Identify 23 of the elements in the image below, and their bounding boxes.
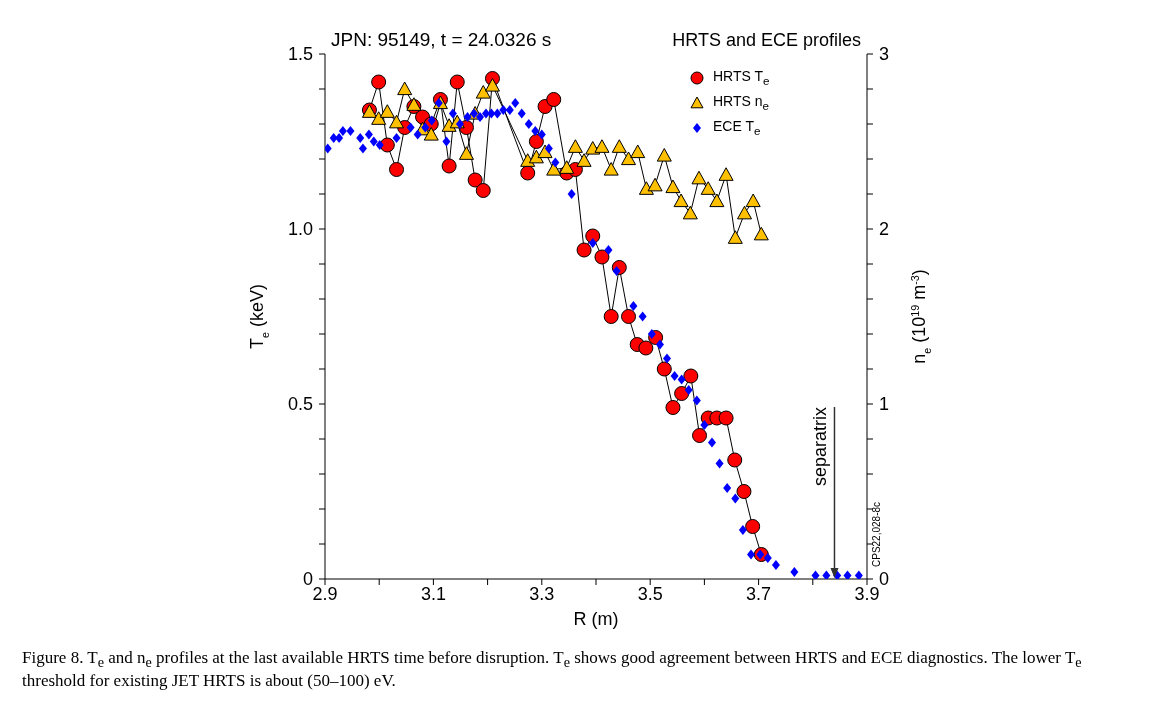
text: CPS22,028-8c xyxy=(871,501,882,567)
legend-label: ECE T$_{e}$ xyxy=(713,116,761,139)
legend-label: HRTS T$_{e}$ xyxy=(713,67,770,89)
y2-tick-label: 1 xyxy=(879,394,890,415)
y-tick-label: 0 xyxy=(302,569,313,590)
x-axis-title: R (m) xyxy=(573,609,619,629)
annotation: separatrix xyxy=(810,407,831,487)
y2-tick-label: 2 xyxy=(879,219,890,240)
x-tick-label: 3.3 xyxy=(529,583,555,604)
x-tick-label: 3.5 xyxy=(637,583,663,604)
y-tick-label: 1.0 xyxy=(287,219,313,240)
chart-subtitle: HRTS and ECE profiles xyxy=(672,30,861,50)
legend-label: HRTS n$_{e}$ xyxy=(713,91,770,114)
chart-title: JPN: 95149, t = 24.0326 s xyxy=(331,29,552,50)
y-tick-label: 1.5 xyxy=(287,44,313,65)
y2-tick-label: 3 xyxy=(879,44,890,65)
y-tick-label: 0.5 xyxy=(287,394,313,415)
x-tick-label: 3.1 xyxy=(420,583,446,604)
x-tick-label: 3.7 xyxy=(746,583,772,604)
x-tick-label: 3.9 xyxy=(854,583,880,604)
text: Figure 8. T$_{e}$ and n$_{e}$ profiles at the last available HRTS time before disruption. T$_{e}$ shows good agreement between HRTS and ECE diagnostics. The lower T$_{e}$ threshold for existing JET HRTS is about (50–100) eV. xyxy=(22,648,1082,691)
y2-tick-label: 0 xyxy=(879,569,890,590)
x-tick-label: 2.9 xyxy=(312,583,338,604)
